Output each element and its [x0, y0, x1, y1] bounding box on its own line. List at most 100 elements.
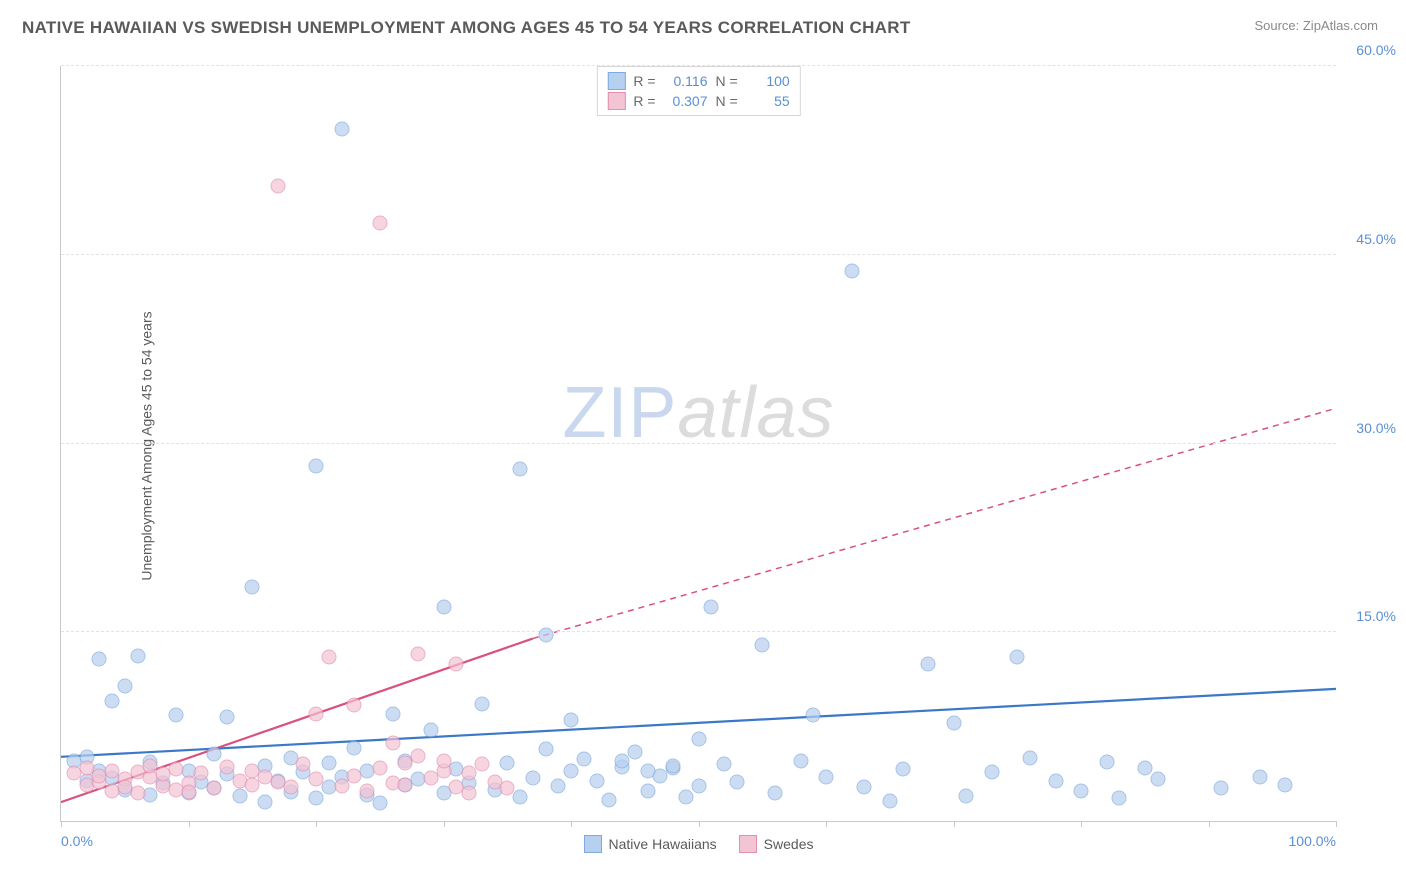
x-tick-label: 0.0% — [61, 833, 93, 849]
data-point — [334, 778, 349, 793]
r-label: R = — [633, 73, 655, 89]
data-point — [500, 781, 515, 796]
data-point — [372, 761, 387, 776]
data-point — [474, 757, 489, 772]
data-point — [538, 742, 553, 757]
data-point — [347, 698, 362, 713]
data-point — [768, 786, 783, 801]
scatter-chart: ZIPatlas R = 0.116 N = 100 R = 0.307 N =… — [60, 66, 1336, 822]
data-point — [538, 627, 553, 642]
data-point — [372, 216, 387, 231]
data-point — [1112, 791, 1127, 806]
n-value-swedes: 55 — [746, 93, 790, 109]
y-tick-label: 60.0% — [1356, 42, 1396, 58]
data-point — [513, 461, 528, 476]
legend-row-swedes: R = 0.307 N = 55 — [607, 91, 789, 111]
data-point — [678, 790, 693, 805]
data-point — [1214, 781, 1229, 796]
data-point — [219, 709, 234, 724]
data-point — [411, 748, 426, 763]
x-tick — [826, 821, 827, 827]
data-point — [321, 756, 336, 771]
data-point — [564, 713, 579, 728]
data-point — [462, 786, 477, 801]
trend-lines — [61, 66, 1336, 821]
data-point — [130, 786, 145, 801]
data-point — [729, 775, 744, 790]
data-point — [92, 651, 107, 666]
data-point — [296, 757, 311, 772]
data-point — [589, 773, 604, 788]
data-point — [564, 763, 579, 778]
y-tick-label: 15.0% — [1356, 608, 1396, 624]
source-credit: Source: ZipAtlas.com — [1254, 18, 1378, 33]
n-label: N = — [716, 73, 738, 89]
data-point — [474, 696, 489, 711]
chart-title: NATIVE HAWAIIAN VS SWEDISH UNEMPLOYMENT … — [22, 18, 911, 38]
data-point — [704, 600, 719, 615]
data-point — [984, 764, 999, 779]
r-value-swedes: 0.307 — [664, 93, 708, 109]
watermark-atlas: atlas — [677, 373, 834, 453]
data-point — [309, 772, 324, 787]
data-point — [207, 781, 222, 796]
data-point — [806, 708, 821, 723]
data-point — [245, 579, 260, 594]
grid-line — [61, 254, 1336, 255]
data-point — [1074, 783, 1089, 798]
data-point — [283, 780, 298, 795]
data-point — [334, 121, 349, 136]
data-point — [844, 264, 859, 279]
data-point — [500, 756, 515, 771]
legend-row-hawaiians: R = 0.116 N = 100 — [607, 71, 789, 91]
data-point — [755, 637, 770, 652]
x-tick — [571, 821, 572, 827]
data-point — [309, 791, 324, 806]
legend-label-hawaiians: Native Hawaiians — [609, 836, 717, 852]
data-point — [347, 768, 362, 783]
data-point — [857, 780, 872, 795]
swatch-swedes-icon — [739, 835, 757, 853]
data-point — [219, 759, 234, 774]
n-value-hawaiians: 100 — [746, 73, 790, 89]
x-tick — [1081, 821, 1082, 827]
data-point — [513, 790, 528, 805]
data-point — [640, 763, 655, 778]
legend-item-hawaiians: Native Hawaiians — [584, 835, 717, 853]
x-tick — [1336, 821, 1337, 827]
data-point — [666, 758, 681, 773]
legend-item-swedes: Swedes — [739, 835, 814, 853]
x-tick-label: 100.0% — [1289, 833, 1336, 849]
grid-line — [61, 631, 1336, 632]
data-point — [168, 762, 183, 777]
data-point — [1048, 773, 1063, 788]
data-point — [793, 753, 808, 768]
data-point — [921, 656, 936, 671]
r-label: R = — [633, 93, 655, 109]
data-point — [640, 783, 655, 798]
r-value-hawaiians: 0.116 — [664, 73, 708, 89]
data-point — [946, 715, 961, 730]
swatch-hawaiians-icon — [584, 835, 602, 853]
y-tick-label: 30.0% — [1356, 420, 1396, 436]
x-tick — [189, 821, 190, 827]
data-point — [449, 656, 464, 671]
data-point — [895, 762, 910, 777]
data-point — [360, 783, 375, 798]
watermark-zip: ZIP — [562, 373, 677, 453]
data-point — [436, 753, 451, 768]
x-tick — [444, 821, 445, 827]
data-point — [1252, 769, 1267, 784]
y-tick-label: 45.0% — [1356, 231, 1396, 247]
x-tick — [699, 821, 700, 827]
x-tick — [1209, 821, 1210, 827]
data-point — [411, 646, 426, 661]
data-point — [551, 778, 566, 793]
grid-line — [61, 443, 1336, 444]
data-point — [691, 778, 706, 793]
data-point — [1099, 754, 1114, 769]
data-point — [398, 777, 413, 792]
data-point — [959, 788, 974, 803]
data-point — [576, 752, 591, 767]
data-point — [232, 788, 247, 803]
